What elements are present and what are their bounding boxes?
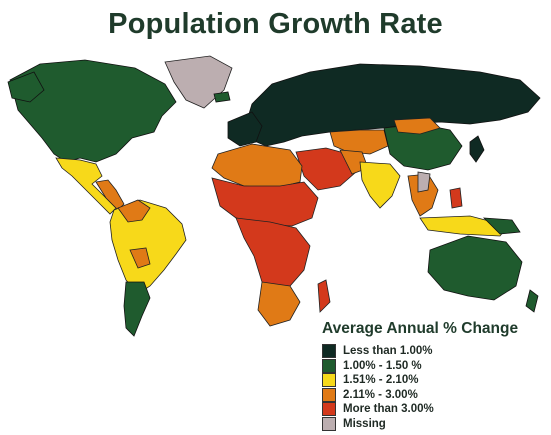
mongolia-region: [393, 117, 441, 135]
western-europe-region: [227, 111, 263, 147]
new-zealand-region: [525, 289, 539, 313]
australia-region: [427, 235, 523, 301]
north-america-region: [9, 59, 177, 163]
philippines-region: [449, 187, 463, 209]
legend-swatch: [322, 387, 336, 402]
legend-label: Missing: [343, 417, 386, 430]
japan-region: [469, 135, 485, 163]
legend-swatch: [322, 344, 336, 359]
legend-label: More than 3.00%: [343, 403, 434, 416]
southern-cone-region: [123, 281, 151, 337]
legend-swatch: [322, 358, 336, 373]
legend-swatch: [322, 402, 336, 417]
legend-swatch: [322, 373, 336, 388]
legend-label: 1.51% - 2.10%: [343, 374, 419, 387]
legend-item: 1.51% - 2.10%: [322, 373, 548, 388]
legend-label: 2.11% - 3.00%: [343, 388, 418, 401]
world-map: [7, 55, 541, 337]
middle-east-region: [295, 147, 357, 191]
southern-africa-region: [257, 281, 301, 327]
legend-swatch: [322, 416, 336, 431]
map-legend: Average Annual % Change Less than 1.00% 1…: [322, 320, 548, 431]
legend-item: 2.11% - 3.00%: [322, 387, 548, 403]
indochina-region: [417, 171, 431, 193]
map-title: Population Growth Rate: [108, 8, 443, 40]
legend-label: 1.00% - 1.50 %: [343, 359, 422, 372]
south-america-north-region: [109, 199, 187, 295]
legend-title: Average Annual % Change: [322, 320, 519, 337]
legend-label: Less than 1.00%: [343, 345, 433, 358]
madagascar-region: [317, 279, 331, 313]
legend-item: More than 3.00%: [322, 402, 548, 417]
bolivia-region: [129, 247, 151, 269]
indonesia-region: [419, 215, 509, 237]
legend-items: Less than 1.00% 1.00% - 1.50 % 1.51% - 2.1…: [322, 344, 548, 431]
iceland-region: [213, 91, 231, 103]
legend-item: Missing: [322, 416, 548, 432]
new-guinea-region: [482, 217, 521, 235]
legend-item: 1.00% - 1.50 %: [322, 358, 548, 374]
alaska-region: [7, 71, 45, 103]
india-region: [359, 161, 401, 209]
central-america-region: [95, 179, 125, 211]
europe-russia-region: [245, 63, 541, 147]
central-asia-region: [329, 129, 389, 155]
colombia-venezuela-region: [117, 199, 151, 223]
sahel-region: [211, 177, 319, 227]
legend-item: Less than 1.00%: [322, 344, 548, 359]
